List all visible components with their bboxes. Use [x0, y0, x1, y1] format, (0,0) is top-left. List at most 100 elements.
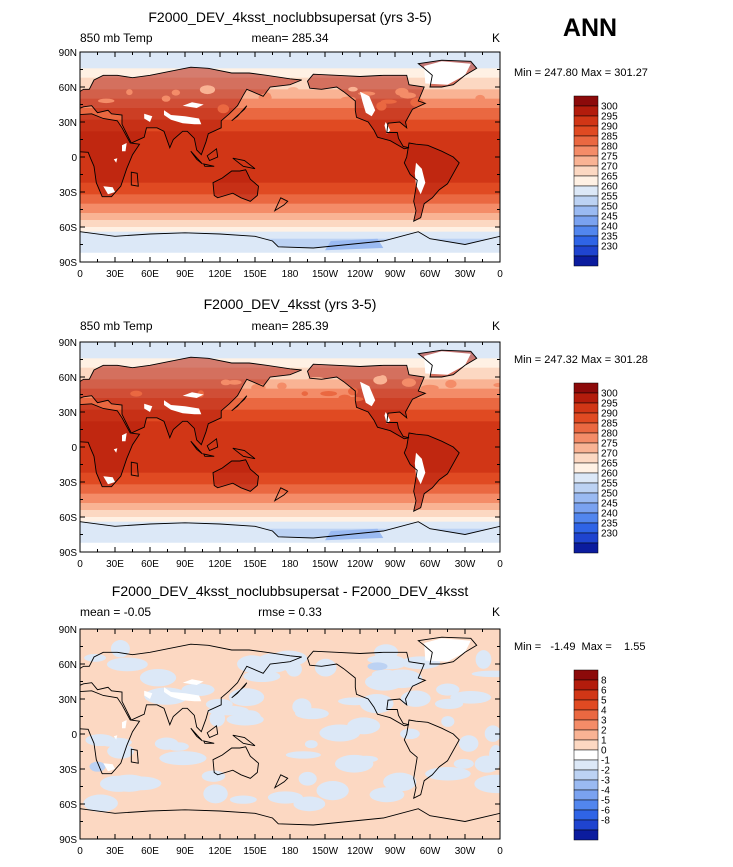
colorbar-box — [573, 729, 599, 741]
shading-band — [80, 213, 500, 216]
shading-band — [80, 138, 500, 142]
shading-band — [80, 224, 500, 228]
map-plot: 0 30E 60E 90E 120E 150E 180 150W 120W 90W 60W 30W 09… — [59, 625, 504, 857]
shading-band — [80, 227, 500, 230]
contour-blob — [381, 669, 423, 689]
shading-band — [80, 150, 500, 153]
land-shading — [404, 143, 460, 222]
colorbar-box — [573, 165, 599, 177]
contour-blob — [226, 713, 264, 726]
shading-band — [80, 451, 500, 455]
shading-band — [80, 426, 500, 429]
shading-band — [80, 379, 500, 383]
shading-band — [80, 391, 500, 394]
contour-blob — [207, 705, 249, 716]
shading-band — [80, 521, 500, 525]
colorbar-label: 235 — [601, 232, 618, 243]
contour-blob — [227, 379, 242, 385]
x-tick-label: 120E — [208, 269, 232, 280]
panel-difference: F2000_DEV_4ksst_noclubbsupersat - F2000_… — [0, 574, 733, 864]
field-shading — [80, 629, 500, 839]
contour-blob — [474, 774, 500, 794]
shading-band — [80, 489, 500, 492]
y-tick-label: 90S — [59, 548, 77, 559]
colorbar-label: 235 — [601, 519, 618, 530]
shading-band — [80, 360, 500, 364]
coastline — [130, 171, 139, 187]
shading-band — [80, 194, 500, 198]
contour-blob — [314, 658, 337, 677]
shading-band — [80, 353, 500, 357]
shading-band — [80, 374, 500, 378]
y-tick-label: 0 — [71, 153, 77, 164]
coastline — [212, 746, 259, 779]
contour-blob — [320, 390, 338, 397]
x-tick-label: 30E — [106, 269, 124, 280]
shading-band — [80, 430, 500, 434]
shading-band — [80, 407, 500, 411]
x-tick-label: 60W — [420, 559, 441, 570]
x-tick-label: 180 — [282, 559, 299, 570]
colorbar-box — [573, 749, 599, 761]
contour-blob — [369, 787, 405, 803]
colorbar-box — [573, 145, 599, 157]
shading-band — [80, 454, 500, 457]
coastline — [232, 734, 256, 747]
colorbar-label: 230 — [601, 242, 618, 253]
colorbar-box — [573, 492, 599, 504]
colorbar: 3002952902852802752702652602552502452402… — [573, 382, 618, 554]
contour-blob — [84, 654, 106, 662]
map-plot: 0 30E 60E 90E 120E 150E 180 150W 120W 90W 60W 30W 09… — [59, 48, 504, 280]
shading-band — [80, 222, 500, 226]
x-tick-label: 30E — [106, 559, 124, 570]
shading-band — [80, 145, 500, 149]
missing-data-zone — [144, 690, 153, 699]
missing-data-zone — [182, 102, 204, 108]
x-tick-label: 0 — [77, 846, 83, 857]
missing-data-zone — [182, 679, 204, 685]
shading-band — [80, 131, 500, 135]
contour-blob — [109, 774, 149, 792]
shading-band — [80, 122, 500, 125]
colorbar-label: 260 — [601, 469, 618, 480]
colorbar-box — [573, 739, 599, 751]
land-shading — [80, 113, 140, 197]
contour-blob — [450, 691, 492, 704]
colorbar-box — [573, 235, 599, 247]
shading-band — [80, 236, 500, 240]
y-tick-label: 60N — [59, 83, 77, 94]
shading-band — [80, 398, 500, 401]
shading-band — [80, 393, 500, 397]
shading-band — [80, 178, 500, 181]
contour-blob — [348, 86, 358, 92]
contour-blob — [367, 662, 388, 671]
shading-band — [80, 143, 500, 146]
shading-band — [80, 510, 500, 513]
panel-title: F2000_DEV_4ksst_noclubbsupersat - F2000_… — [111, 583, 469, 599]
x-tick-label: 90W — [385, 559, 406, 570]
shading-band — [80, 416, 500, 420]
panel-test-run: F2000_DEV_4ksst_noclubbsupersat (yrs 3-5… — [0, 0, 733, 288]
shading-band — [80, 199, 500, 202]
x-tick-label: 30E — [106, 846, 124, 857]
shading-band — [80, 356, 500, 359]
shading-band — [80, 94, 500, 97]
shading-band — [80, 126, 500, 130]
coastline — [417, 349, 478, 378]
colorbar-box — [573, 135, 599, 147]
shading-band — [80, 105, 500, 109]
colorbar-label: 265 — [601, 172, 618, 183]
colorbar-label: -2 — [601, 766, 610, 777]
colorbar-label: 230 — [601, 529, 618, 540]
colorbar-box — [573, 532, 599, 544]
units-label: K — [491, 605, 500, 619]
colorbar-box — [573, 512, 599, 524]
shading-band — [80, 84, 500, 88]
missing-data-zone — [103, 186, 115, 195]
shading-band — [80, 96, 500, 100]
colorbar-box — [573, 255, 599, 267]
shading-band — [80, 524, 500, 527]
x-tick-label: 150W — [312, 846, 339, 857]
coastline — [190, 440, 203, 455]
coastline — [273, 774, 289, 789]
